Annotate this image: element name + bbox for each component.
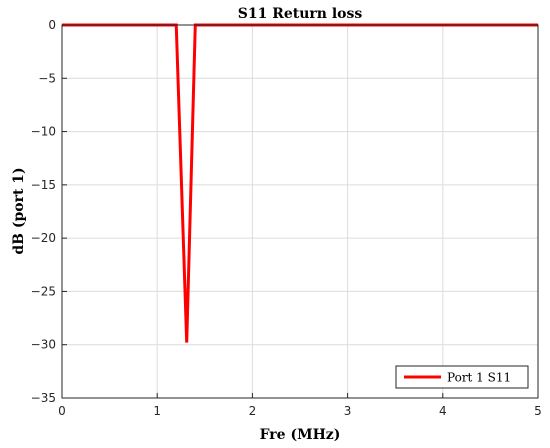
x-tick-label: 2 [249,404,257,418]
y-tick-label: −15 [31,178,56,192]
chart-title: S11 Return loss [238,6,363,22]
plot-background [62,25,538,398]
y-tick-label: −20 [31,231,56,245]
x-tick-label: 0 [58,404,66,418]
y-tick-label: −30 [31,338,56,352]
y-axis-title: dB (port 1) [11,167,27,254]
y-tick-label: −10 [31,125,56,139]
ticks: 0 1 2 3 4 5 0 −5 −10 −15 −20 −25 −30 −35 [31,18,542,418]
x-tick-label: 5 [534,404,542,418]
x-axis-title: Fre (MHz) [260,427,341,443]
plot-frame [61,24,539,399]
x-tick-label: 3 [344,404,352,418]
legend-label-port-1-s11: Port 1 S11 [447,371,511,385]
y-tick-label: −35 [31,391,56,405]
x-tick-label: 4 [439,404,447,418]
y-tick-label: −5 [38,71,56,85]
y-tick-label: −25 [31,284,56,298]
legend-box [395,365,529,389]
x-tick-label: 1 [153,404,161,418]
legend: Port 1 S11 [395,365,529,389]
y-tick-label: 0 [48,18,56,32]
